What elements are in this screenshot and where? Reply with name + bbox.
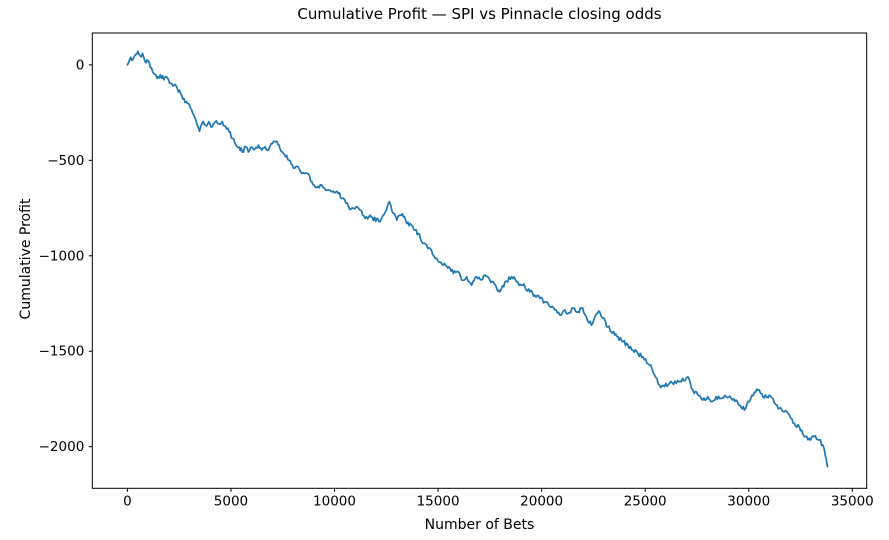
x-tick-label: 30000 bbox=[727, 493, 770, 509]
chart-title: Cumulative Profit — SPI vs Pinnacle clos… bbox=[297, 5, 662, 23]
x-tick-label: 20000 bbox=[520, 493, 563, 509]
x-tick-label: 25000 bbox=[624, 493, 667, 509]
plot-frame bbox=[91, 32, 868, 489]
y-tick-label: −500 bbox=[47, 153, 84, 169]
x-axis-label: Number of Bets bbox=[424, 517, 535, 533]
y-tick-label: −1000 bbox=[39, 248, 85, 264]
x-tick-label: 35000 bbox=[831, 493, 874, 509]
y-tick-label: −2000 bbox=[39, 439, 85, 455]
series-line-cumulative-profit bbox=[126, 50, 829, 468]
x-tick-label: 15000 bbox=[417, 493, 460, 509]
x-tick-label: 10000 bbox=[313, 493, 356, 509]
x-tick-label: 5000 bbox=[214, 493, 248, 509]
y-tick-label: −1500 bbox=[39, 344, 85, 360]
x-tick-label: 0 bbox=[123, 493, 132, 509]
y-tick-label: 0 bbox=[76, 57, 85, 73]
